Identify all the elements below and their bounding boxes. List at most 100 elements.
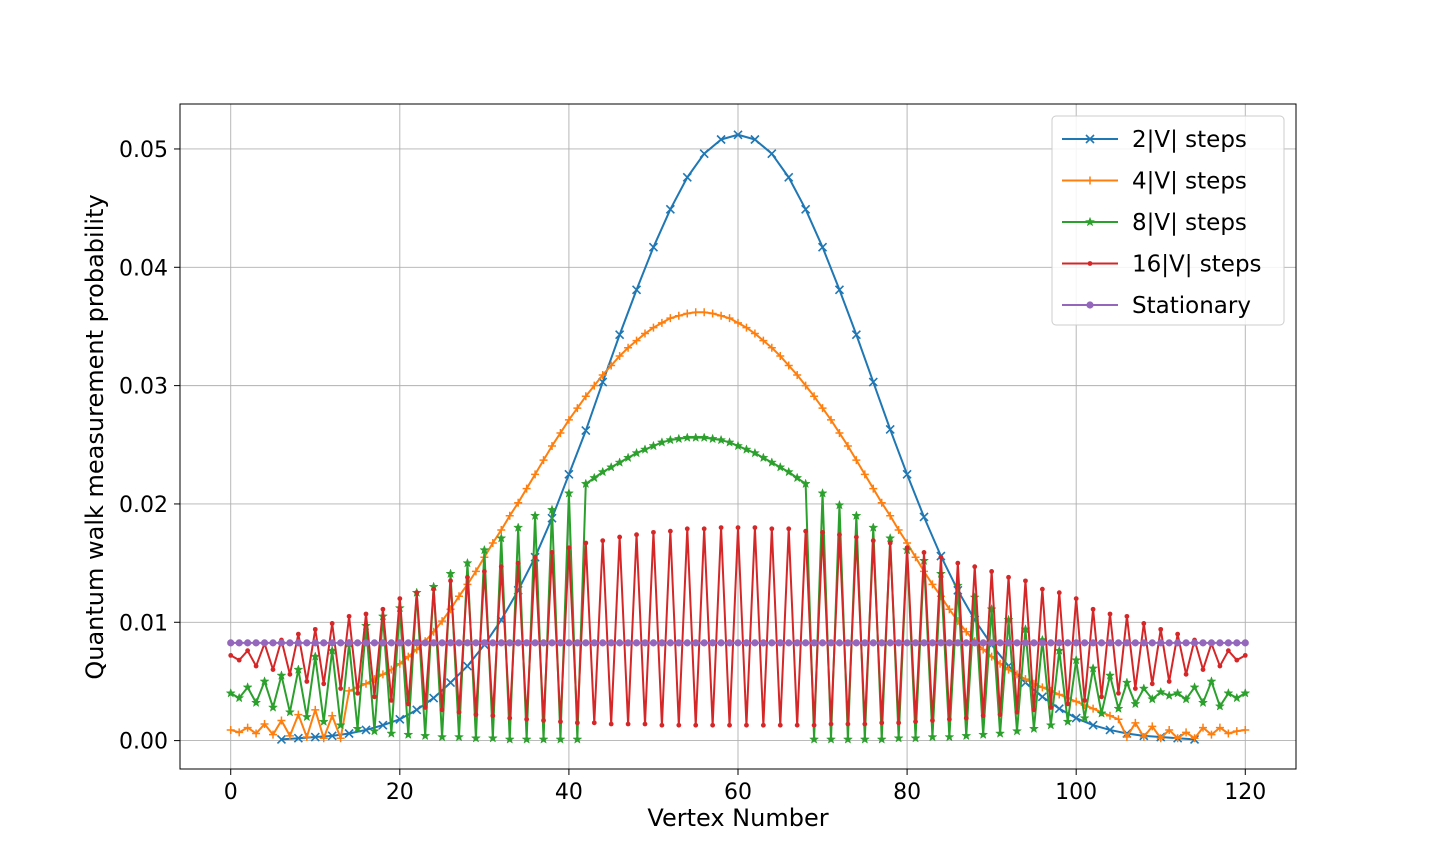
- data-point: [445, 568, 456, 579]
- axis-ticks: 0 20 40 60 80 100 120 0.00 0.01 0.02 0.03 0.04 0.05: [119, 138, 1266, 805]
- y-tick-label: 0.00: [119, 730, 168, 755]
- data-point: [868, 522, 879, 532]
- data-point: [328, 711, 337, 720]
- data-point: [801, 204, 811, 214]
- data-point: [338, 686, 344, 691]
- data-point: [471, 567, 480, 576]
- data-point: [1004, 665, 1013, 674]
- data-point: [659, 722, 665, 728]
- data-point: [311, 705, 320, 714]
- data-point: [1199, 723, 1207, 732]
- data-point: [387, 639, 395, 647]
- data-point: [353, 639, 362, 647]
- data-point: [581, 426, 591, 436]
- data-point: [489, 639, 497, 647]
- data-point: [1106, 711, 1114, 720]
- data-point: [648, 242, 659, 252]
- data-point: [716, 434, 727, 445]
- data-point: [438, 617, 447, 626]
- data-point: [378, 720, 388, 730]
- data-point: [666, 639, 674, 647]
- data-point: [843, 441, 852, 450]
- data-point: [572, 734, 583, 744]
- x-tick-label: 100: [1055, 780, 1097, 805]
- data-point: [293, 664, 304, 674]
- data-point: [954, 639, 962, 647]
- data-point: [989, 568, 995, 574]
- data-point: [455, 592, 463, 601]
- data-point: [1131, 639, 1139, 647]
- data-point: [902, 469, 912, 479]
- data-point: [716, 134, 726, 145]
- data-point: [842, 734, 853, 744]
- data-point: [487, 732, 498, 743]
- data-point: [1182, 639, 1190, 647]
- data-point: [541, 718, 546, 723]
- data-point: [945, 639, 953, 647]
- data-point: [1072, 639, 1080, 647]
- data-point: [903, 639, 911, 647]
- data-point: [928, 580, 937, 589]
- data-point: [312, 626, 318, 632]
- data-point: [1223, 687, 1234, 698]
- data-point: [1233, 639, 1241, 647]
- data-point: [1004, 639, 1013, 647]
- data-point: [701, 526, 707, 532]
- data-point: [885, 532, 896, 543]
- data-point: [860, 470, 869, 479]
- data-point: [616, 639, 624, 647]
- data-point: [1141, 621, 1147, 626]
- data-point: [921, 550, 927, 555]
- data-point: [825, 734, 837, 744]
- data-point: [1072, 697, 1081, 706]
- data-point: [667, 528, 673, 534]
- data-point: [1231, 692, 1242, 703]
- data-point: [1148, 639, 1156, 647]
- data-point: [548, 639, 556, 647]
- data-point: [505, 511, 514, 520]
- data-point: [676, 722, 682, 728]
- data-point: [1140, 639, 1148, 647]
- data-point: [750, 134, 760, 145]
- data-point: [225, 687, 236, 698]
- data-point: [769, 526, 775, 532]
- y-tick-label: 0.02: [119, 493, 168, 518]
- data-point: [589, 472, 600, 483]
- data-point: [673, 433, 684, 444]
- data-point: [707, 433, 718, 444]
- data-point: [783, 466, 794, 477]
- data-point: [590, 639, 598, 647]
- data-point: [420, 730, 431, 741]
- data-point: [641, 639, 649, 647]
- data-point: [639, 444, 651, 454]
- data-point: [1037, 692, 1047, 702]
- data-point: [1121, 677, 1132, 687]
- data-point: [656, 437, 667, 447]
- data-point: [625, 721, 631, 727]
- data-point: [1155, 686, 1166, 697]
- data-point: [580, 478, 591, 489]
- data-point: [911, 553, 920, 562]
- data-point: [244, 639, 252, 647]
- plot-area: [225, 130, 1251, 744]
- data-point: [378, 670, 387, 679]
- data-point: [277, 716, 286, 725]
- data-point: [776, 352, 785, 361]
- data-point: [345, 639, 353, 647]
- data-point: [1079, 712, 1090, 723]
- data-point: [513, 522, 524, 532]
- data-point: [294, 710, 303, 719]
- data-point: [767, 343, 776, 352]
- data-point: [1242, 653, 1248, 658]
- data-point: [886, 511, 895, 520]
- data-point: [768, 639, 776, 647]
- data-point: [607, 639, 615, 647]
- data-point: [886, 639, 894, 647]
- data-point: [952, 580, 963, 590]
- data-point: [834, 285, 845, 295]
- data-point: [439, 707, 445, 713]
- data-point: [632, 639, 641, 647]
- data-point: [623, 452, 634, 463]
- data-point: [252, 639, 260, 647]
- data-point: [228, 653, 234, 658]
